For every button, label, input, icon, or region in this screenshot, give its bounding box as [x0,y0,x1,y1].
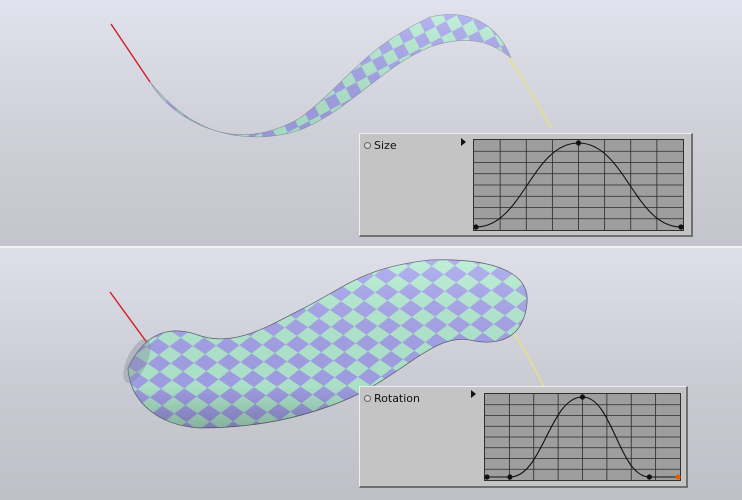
panel-menu-arrow-icon[interactable] [471,390,476,398]
spline-knot[interactable] [646,474,652,480]
rotation-spline-panel: Rotation [359,386,688,488]
viewport-top[interactable]: Size [0,0,742,246]
guide-spline-start [109,291,149,345]
spline-knot[interactable] [575,140,582,146]
sweep-end-cap [123,338,151,384]
size-spline-graph[interactable] [473,139,684,231]
spline-knot[interactable] [675,474,681,480]
rotation-spline-graph[interactable] [484,393,681,481]
size-spline-panel: Size [359,133,693,237]
guide-spline-start [110,23,151,83]
guide-spline-end [512,331,547,393]
spline-knot[interactable] [579,394,586,400]
viewport-bottom[interactable]: Rotation [0,248,742,500]
guide-spline-end [508,57,552,129]
animate-radio-icon[interactable] [364,142,371,149]
spline-knot[interactable] [484,474,490,480]
sweep-surface-shading [150,14,511,137]
panel-menu-arrow-icon[interactable] [461,138,466,146]
size-panel-label: Size [374,139,397,152]
sweep-surface-shading [128,259,528,428]
spline-knot[interactable] [507,474,513,480]
rotation-panel-label: Rotation [374,392,421,405]
spline-knot[interactable] [473,224,479,230]
sweep-object-rotation[interactable] [0,248,742,500]
spline-knot[interactable] [678,224,684,230]
viewport-divider [0,246,742,248]
animate-radio-icon[interactable] [364,395,371,402]
rotation-panel-header: Rotation [364,392,420,405]
sweep-object-size[interactable] [0,0,742,246]
size-panel-header: Size [364,139,397,152]
